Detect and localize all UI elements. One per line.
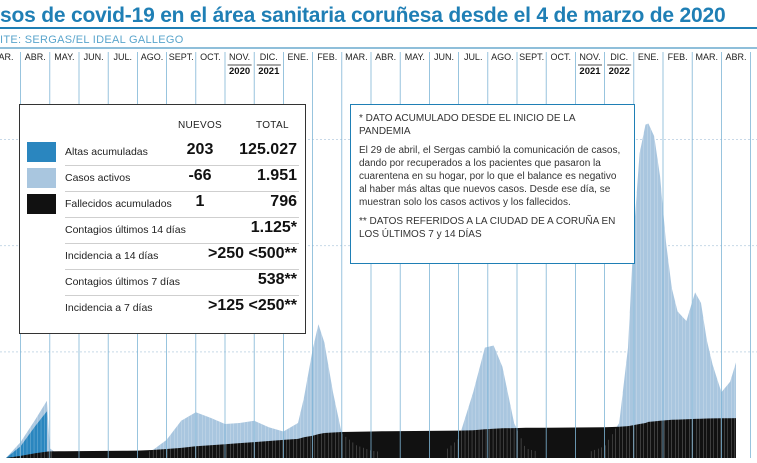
legend-total-value: >250 <500**: [208, 245, 297, 262]
month-tick-label: MAR.: [696, 52, 719, 62]
month-tick-label: AR.: [0, 52, 14, 62]
month-tick-label: NOV.: [579, 52, 600, 62]
activos-swatch: [27, 168, 56, 188]
month-tick-label: NOV.: [229, 52, 250, 62]
legend-total-value: 1.125*: [250, 219, 297, 236]
legend-divider: [65, 165, 299, 166]
month-tick-label: DIC.: [610, 52, 628, 62]
month-tick-label: AGO.: [491, 52, 514, 62]
year-label: 2022: [609, 66, 630, 77]
legend-label: Incidencia a 7 días: [65, 302, 153, 314]
legend-label: Casos activos: [65, 172, 131, 184]
legend-nuevos-value: -66: [188, 167, 212, 184]
legend-label: Incidencia a 14 días: [65, 250, 159, 262]
legend-total-value: 796: [270, 193, 297, 210]
month-tick-label: JUL.: [114, 52, 133, 62]
note-sergas-change: El 29 de abril, el Sergas cambió la comu…: [359, 145, 621, 208]
legend-nuevos-value: 203: [186, 141, 214, 158]
legend-row-contagios-14: Contagios últimos 14 días 1.125*: [20, 217, 305, 241]
legend-row-fallecidos: Fallecidos acumulados 1 796: [20, 191, 305, 215]
month-tick-label: JUN.: [434, 52, 454, 62]
legend-row-contagios-7: Contagios últimos 7 días 538**: [20, 269, 305, 293]
legend-divider: [65, 295, 299, 296]
month-tick-label: OCT.: [200, 52, 221, 62]
legend-divider: [65, 217, 299, 218]
month-tick-label: ABR.: [25, 52, 46, 62]
legend-label: Contagios últimos 7 días: [65, 276, 180, 288]
month-tick-label: AGO.: [141, 52, 164, 62]
month-tick-label: JUN.: [84, 52, 104, 62]
month-tick-label: ABR.: [375, 52, 396, 62]
month-tick-label: JUL.: [464, 52, 483, 62]
altas-swatch: [27, 142, 56, 162]
year-label: 2021: [258, 66, 280, 77]
year-label: 2020: [229, 66, 250, 77]
legend-nuevos-value: 1: [195, 193, 205, 210]
legend-header-nuevos: NUEVOS: [178, 120, 223, 131]
legend-header-total: TOTAL: [256, 120, 289, 131]
legend-row-incidencia-7: Incidencia a 7 días >125 <250**: [20, 295, 305, 319]
month-tick-label: MAY.: [405, 52, 425, 62]
fallecidos-swatch: [27, 194, 56, 214]
month-tick-label: MAY.: [54, 52, 74, 62]
note-city-data: ** DATOS REFERIDOS A LA CIUDAD DE A CORU…: [359, 216, 616, 240]
month-tick-label: ENE.: [638, 52, 659, 62]
month-tick-label: SEPT.: [169, 52, 194, 62]
month-tick-label: FEB.: [668, 52, 688, 62]
chart-title: sos de covid-19 en el área sanitaria cor…: [0, 4, 726, 27]
month-tick-label: ENE.: [287, 52, 308, 62]
source-credit: ITE: SERGAS/EL IDEAL GALLEGO: [0, 34, 184, 46]
legend-box: NUEVOS TOTAL Altas acumuladas 203 125.02…: [19, 104, 306, 334]
legend-divider: [65, 243, 299, 244]
legend-label: Altas acumuladas: [65, 146, 148, 158]
legend-total-value: 1.951: [256, 167, 297, 184]
series-area-altas: [6, 411, 47, 458]
month-tick-label: ABR.: [725, 52, 746, 62]
legend-divider: [65, 191, 299, 192]
legend-row-altas: Altas acumuladas 203 125.027: [20, 139, 305, 163]
legend-total-value: >125 <250**: [208, 297, 297, 314]
month-tick-label: DIC.: [260, 52, 278, 62]
legend-total-value: 125.027: [239, 141, 297, 158]
notes-box: * DATO ACUMULADO DESDE EL INICIO DE LA P…: [350, 104, 635, 264]
legend-label: Contagios últimos 14 días: [65, 224, 186, 236]
month-tick-label: FEB.: [317, 52, 337, 62]
month-tick-label: SEPT.: [519, 52, 544, 62]
month-tick-label: MAR.: [345, 52, 368, 62]
legend-row-incidencia-14: Incidencia a 14 días >250 <500**: [20, 243, 305, 267]
year-label: 2021: [579, 66, 601, 77]
legend-label: Fallecidos acumulados: [65, 198, 172, 210]
legend-total-value: 538**: [257, 271, 297, 288]
month-tick-label: OCT.: [551, 52, 572, 62]
note-accumulated: * DATO ACUMULADO DESDE EL INICIO DE LA P…: [359, 113, 575, 137]
legend-row-activos: Casos activos -66 1.951: [20, 165, 305, 189]
legend-divider: [65, 269, 299, 270]
